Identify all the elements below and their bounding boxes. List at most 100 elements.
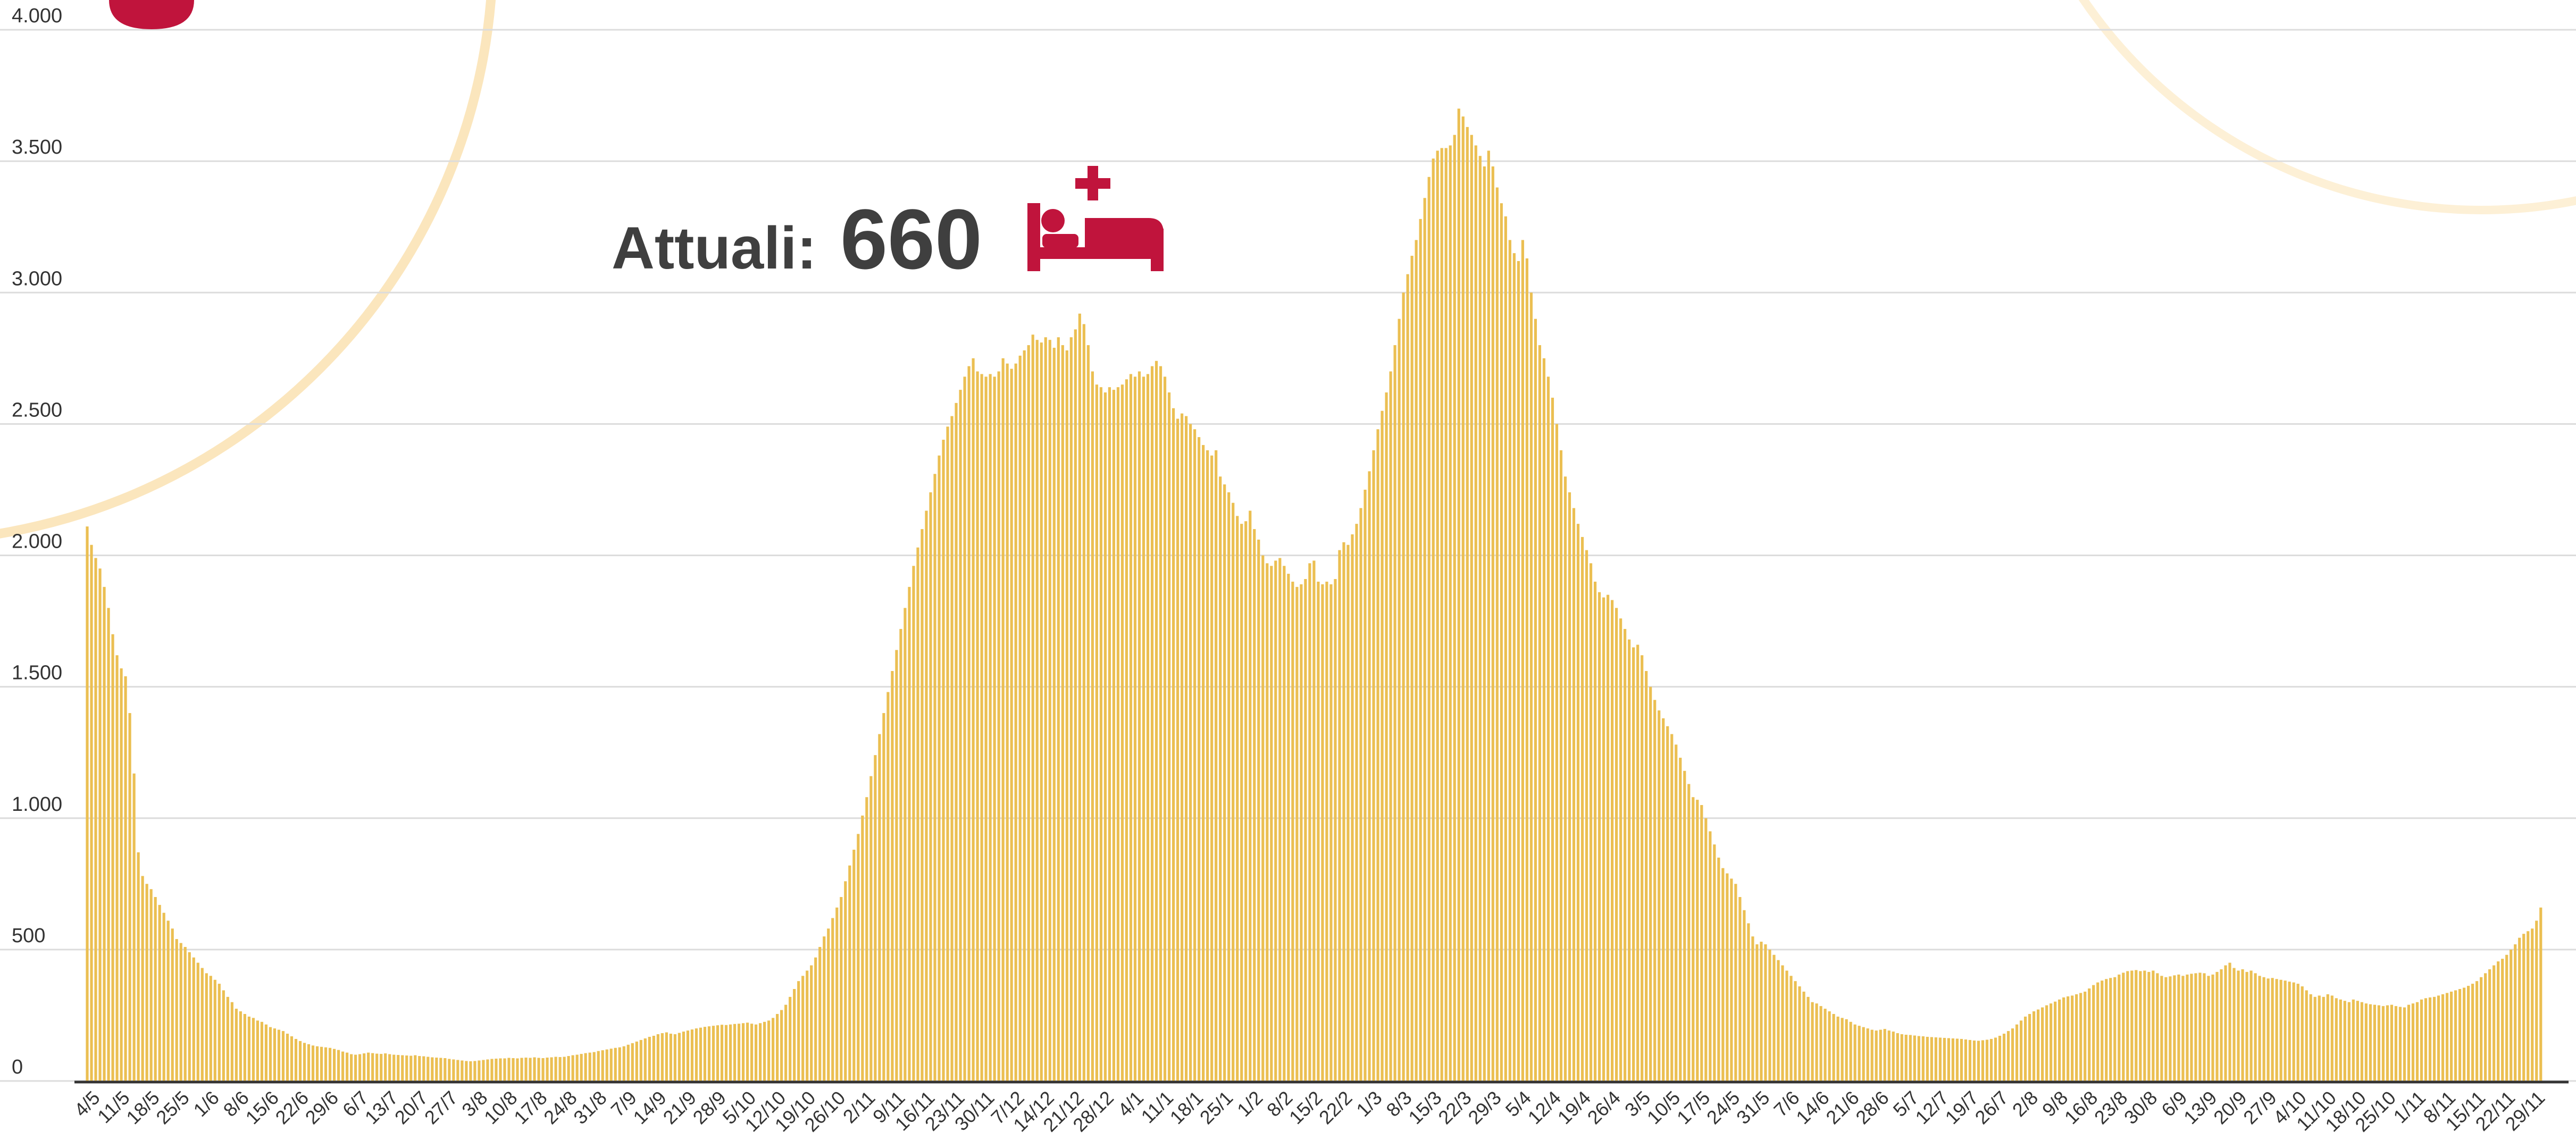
bar (1508, 240, 1511, 1081)
bar (2301, 986, 2304, 1081)
bar (2497, 961, 2500, 1081)
bar (124, 676, 127, 1081)
bar (1862, 1027, 1865, 1081)
bar (793, 989, 796, 1081)
bar (1666, 726, 1669, 1081)
bar (1210, 455, 1214, 1081)
bar (1896, 1033, 1899, 1081)
bar (1202, 445, 1205, 1081)
bar (1555, 424, 1559, 1081)
bar (1329, 584, 1333, 1081)
bar (997, 371, 1000, 1081)
bar (673, 1034, 676, 1081)
bar (380, 1054, 383, 1081)
bar (298, 1041, 302, 1081)
bar (869, 776, 873, 1081)
bar (1112, 390, 1116, 1081)
bar (2092, 985, 2095, 1081)
bar (1048, 340, 1051, 1081)
bar (1257, 539, 1260, 1081)
bar (1606, 594, 1610, 1081)
bar (1223, 484, 1226, 1081)
bar (1419, 219, 1422, 1081)
bar (984, 376, 988, 1082)
bar (891, 670, 894, 1081)
bar (2458, 989, 2462, 1081)
bar (729, 1024, 732, 1081)
bar (2527, 931, 2530, 1081)
bar (1215, 450, 1218, 1081)
x-tick-label: 31/8 (569, 1087, 611, 1129)
bar (1760, 942, 1763, 1081)
bar (315, 1046, 319, 1081)
bar (1883, 1029, 1886, 1081)
bar (179, 943, 182, 1081)
y-tick-label: 3.500 (12, 136, 62, 158)
bar (1478, 156, 1482, 1081)
bar (1781, 965, 1784, 1081)
bar (439, 1058, 442, 1081)
bar (1602, 597, 1605, 1081)
bar (2309, 994, 2312, 1081)
bar (2220, 969, 2223, 1081)
bar (1572, 508, 1576, 1082)
bar (925, 510, 928, 1081)
bar (1794, 981, 1797, 1081)
bar (626, 1044, 630, 1081)
bar (635, 1041, 638, 1081)
bar (967, 366, 971, 1081)
bar (1534, 318, 1537, 1081)
bar (1568, 492, 1571, 1081)
bar (2190, 974, 2193, 1081)
bar (384, 1053, 387, 1081)
bar (2318, 995, 2321, 1081)
bar (1312, 560, 1316, 1081)
bar (1232, 502, 1235, 1081)
bar (1270, 566, 1273, 1081)
bar (1670, 734, 1674, 1081)
bar (311, 1045, 315, 1081)
bar (801, 976, 805, 1081)
bar (2050, 1003, 2053, 1081)
bar (1866, 1028, 1869, 1081)
bar (1576, 524, 1580, 1082)
bar (2152, 970, 2155, 1081)
bar (1645, 670, 1648, 1081)
bar (1240, 524, 1243, 1082)
bar (111, 634, 114, 1081)
bar (1044, 337, 1047, 1082)
bar (1785, 970, 1788, 1081)
bar (1521, 240, 1524, 1081)
bar (2424, 998, 2428, 1081)
bar (1483, 166, 1486, 1081)
bar (588, 1052, 591, 1081)
bar (1321, 584, 1324, 1081)
bar (652, 1035, 655, 1081)
bar (1495, 187, 1499, 1081)
bar (1947, 1038, 1950, 1081)
bar (2347, 1002, 2351, 1081)
bar (1065, 350, 1068, 1081)
bar (1675, 744, 1678, 1081)
bar (435, 1058, 438, 1081)
bar (1964, 1039, 1968, 1081)
bar (1138, 371, 1141, 1081)
bar (959, 390, 962, 1081)
bar (1304, 579, 1307, 1081)
bar (750, 1024, 754, 1081)
bar (2373, 1004, 2376, 1081)
bar (2471, 984, 2474, 1081)
bar (908, 586, 911, 1081)
bar (294, 1038, 298, 1081)
bar (707, 1026, 711, 1081)
bar (482, 1060, 485, 1081)
bar (1295, 586, 1299, 1081)
bar (2275, 979, 2278, 1081)
bar (1811, 1002, 1814, 1081)
bar (247, 1016, 250, 1081)
bar (1649, 686, 1652, 1081)
bar (1926, 1036, 1929, 1081)
bar (571, 1055, 574, 1081)
bar (942, 440, 945, 1081)
decor-circle (0, 0, 496, 539)
